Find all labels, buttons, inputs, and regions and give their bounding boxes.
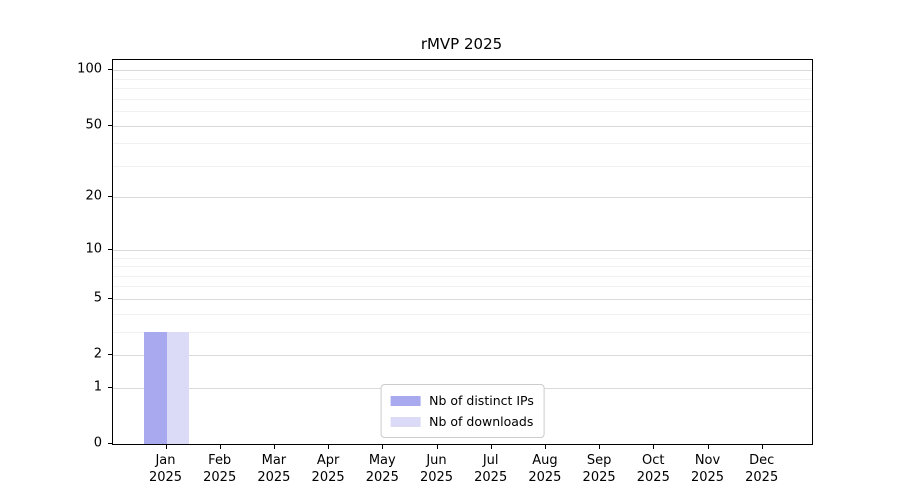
x-tick-mark	[436, 445, 438, 449]
gridline-major	[113, 355, 812, 356]
legend-label-distinct-ips: Nb of distinct IPs	[429, 393, 534, 408]
gridline-minor	[113, 111, 812, 112]
y-tick-mark	[108, 443, 112, 444]
gridline-major	[113, 70, 812, 72]
gridline-minor	[113, 98, 812, 100]
x-tick-mark	[544, 445, 546, 449]
y-tick-mark	[108, 196, 112, 198]
gridline-major	[113, 298, 812, 300]
x-tick-mark	[328, 445, 330, 449]
x-tick-mark	[219, 445, 221, 449]
legend-item-downloads: Nb of downloads	[390, 412, 534, 431]
x-tick-label: Oct 2025	[636, 453, 670, 485]
x-tick-label: Jan 2025	[148, 453, 183, 485]
x-tick-mark	[707, 445, 709, 449]
y-tick-label: 100	[77, 61, 102, 77]
gridline-minor	[113, 78, 812, 80]
x-tick-mark	[165, 445, 167, 449]
x-tick-mark	[653, 445, 655, 449]
y-tick-label: 5	[93, 290, 102, 306]
bar-nb-of-distinct-ips	[144, 331, 167, 444]
x-tick-label: Jun 2025	[419, 453, 454, 485]
x-tick-label: Mar 2025	[257, 453, 291, 485]
gridline-minor	[113, 331, 812, 333]
x-tick-label: Nov 2025	[690, 453, 725, 485]
gridline-minor	[113, 88, 812, 89]
x-tick-label: Feb 2025	[203, 453, 237, 485]
gridline-minor	[113, 257, 812, 259]
y-tick-mark	[108, 354, 112, 355]
gridline-minor	[113, 275, 812, 277]
chart-title: rMVP 2025	[420, 35, 503, 53]
bar-nb-of-downloads	[166, 331, 189, 444]
gridline-minor	[113, 165, 812, 167]
x-tick-mark	[490, 445, 492, 449]
x-tick-mark	[761, 445, 763, 449]
x-tick-mark	[599, 445, 601, 449]
y-tick-label: 1	[93, 379, 102, 395]
bars-layer	[113, 60, 812, 444]
y-tick-label: 50	[85, 117, 102, 132]
y-tick-label: 0	[93, 435, 102, 451]
gridline-minor	[113, 313, 812, 315]
gridline-major	[113, 197, 812, 199]
x-tick-label: Aug 2025	[528, 453, 562, 485]
x-tick-label: Apr 2025	[311, 453, 345, 485]
gridline-major	[113, 125, 812, 127]
legend-swatch-downloads-icon	[390, 416, 421, 427]
y-tick-mark	[108, 297, 112, 299]
gridline-major	[113, 249, 812, 251]
x-tick-mark	[382, 445, 384, 449]
x-tick-mark	[273, 445, 275, 449]
y-tick-mark	[108, 248, 112, 250]
plot-area: Nb of distinct IPs Nb of downloads	[112, 59, 813, 445]
x-tick-label: Sep 2025	[582, 453, 616, 485]
x-tick-label: Dec 2025	[745, 453, 779, 485]
y-tick-label: 10	[85, 241, 102, 257]
y-tick-label: 20	[85, 188, 102, 204]
gridline-minor	[113, 143, 812, 145]
legend-swatch-distinct-ips-icon	[390, 395, 421, 406]
gridline-minor	[113, 286, 812, 288]
legend-label-downloads: Nb of downloads	[429, 414, 534, 429]
x-tick-label: Jul 2025	[474, 453, 508, 485]
x-tick-label: May 2025	[365, 453, 399, 485]
legend: Nb of distinct IPs Nb of downloads	[380, 384, 545, 438]
y-tick-label: 2	[93, 346, 102, 362]
y-tick-mark	[108, 69, 112, 71]
gridline-minor	[113, 266, 812, 267]
legend-item-distinct-ips: Nb of distinct IPs	[390, 391, 534, 410]
y-tick-mark	[108, 386, 112, 388]
y-tick-mark	[108, 124, 112, 126]
